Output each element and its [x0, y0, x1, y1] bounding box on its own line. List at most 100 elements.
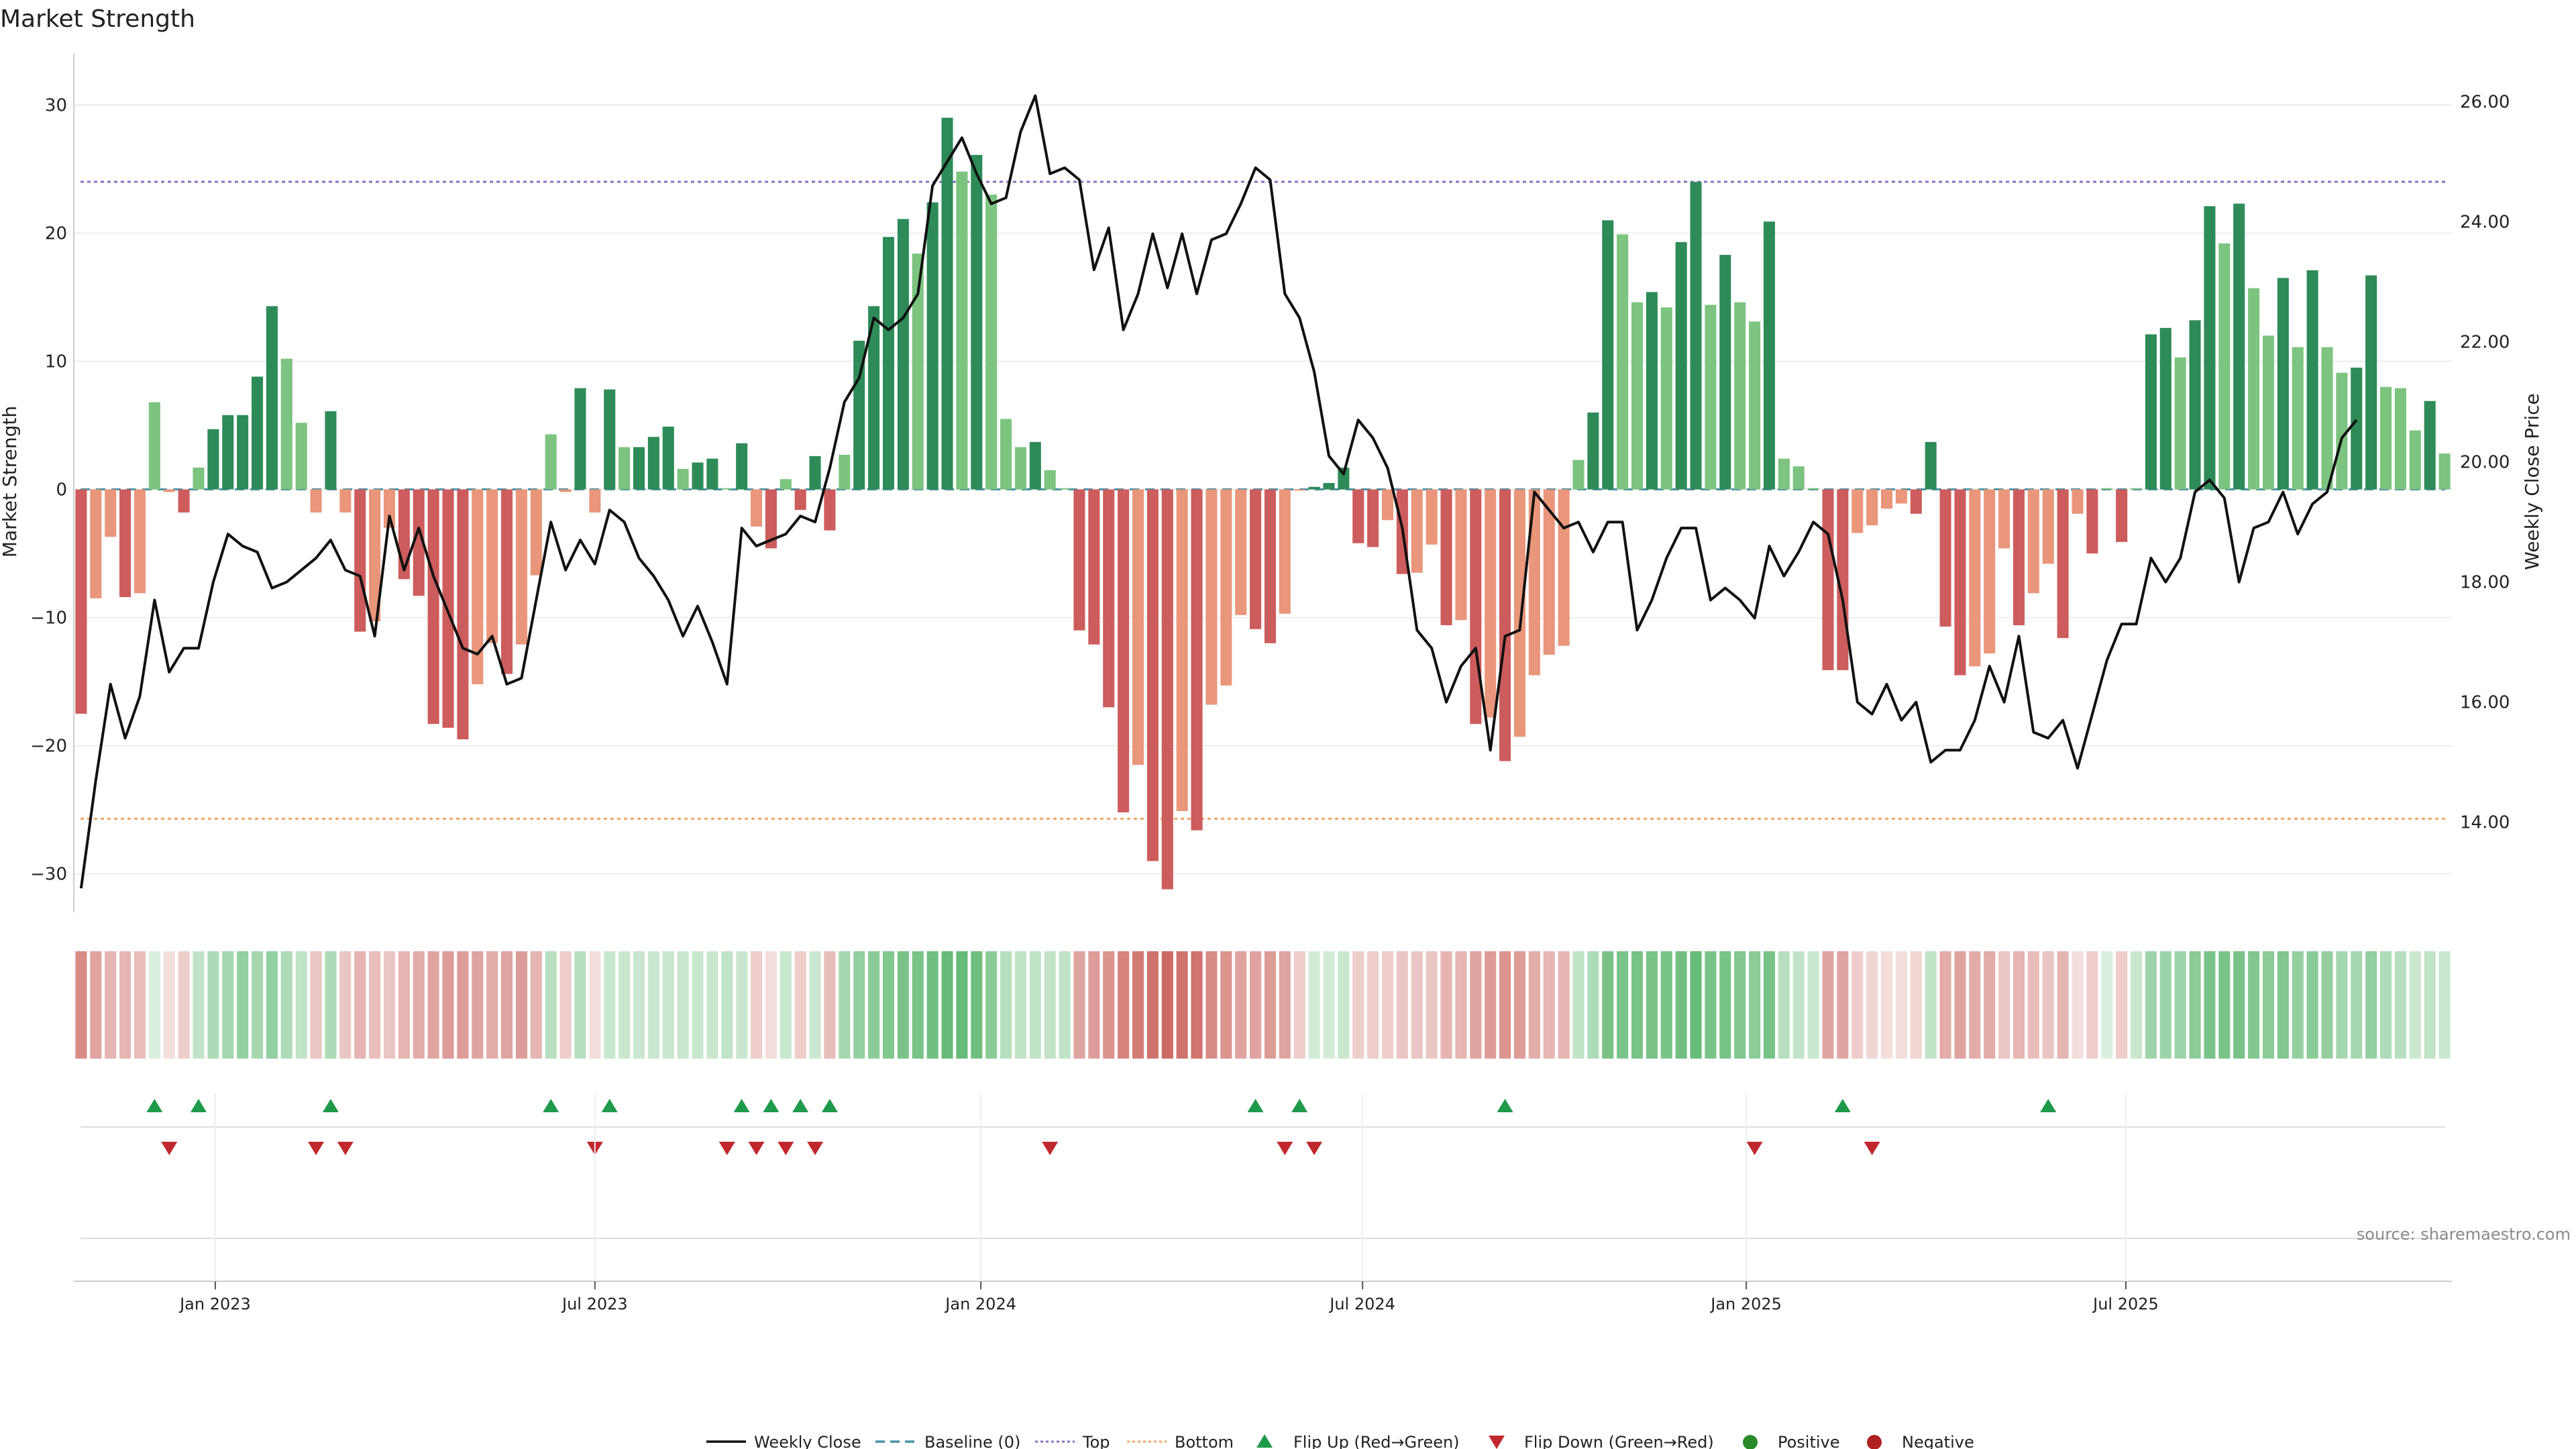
heat-cell: [736, 951, 748, 1059]
strength-bar: [1807, 488, 1819, 490]
strength-bar: [1998, 489, 2010, 549]
x-tick-label: Jan 2023: [178, 1295, 251, 1313]
heat-cell: [1485, 951, 1497, 1059]
strength-bar: [839, 454, 851, 490]
strength-bar: [501, 489, 513, 674]
strength-bar: [824, 489, 836, 531]
heat-cell: [2057, 951, 2069, 1059]
heat-cell: [1499, 951, 1511, 1059]
strength-bar: [559, 489, 572, 492]
heat-cell: [1235, 951, 1247, 1059]
heat-cell: [2365, 951, 2377, 1059]
heat-cell: [398, 951, 410, 1059]
heat-cell: [2262, 951, 2275, 1059]
heat-cell: [721, 951, 733, 1059]
heat-cell: [354, 951, 366, 1059]
heat-cell: [2336, 951, 2348, 1059]
strength-bar: [2072, 489, 2084, 514]
heat-cell: [222, 951, 234, 1059]
strength-bar: [1381, 489, 1394, 521]
strength-bar: [515, 489, 527, 645]
heat-cell: [1161, 951, 1173, 1059]
strength-bar: [2248, 288, 2260, 490]
strength-bar: [1880, 489, 1893, 509]
heat-cell: [1338, 951, 1350, 1059]
heat-cell: [1308, 951, 1320, 1059]
y-tick-label: −20: [30, 737, 67, 757]
strength-bar: [1499, 489, 1511, 761]
heat-cell: [1191, 951, 1203, 1059]
strength-bar: [574, 388, 586, 490]
strength-bar: [251, 376, 264, 490]
heat-cell: [2292, 951, 2304, 1059]
heat-cell: [178, 951, 190, 1059]
strength-bar: [530, 489, 542, 576]
y-tick-label: 0: [56, 480, 67, 500]
heat-cell: [1895, 951, 1907, 1059]
weekly-close-series: [79, 94, 2358, 889]
heat-cell: [1411, 951, 1423, 1059]
flip-up-marker: [1497, 1099, 1513, 1112]
strength-bar: [1029, 441, 1041, 490]
strength-bar: [325, 411, 337, 490]
heat-cell: [1059, 951, 1071, 1059]
strength-bar: [1059, 488, 1071, 490]
flip-up-marker: [1247, 1099, 1264, 1112]
y2-tick-label: 26.00: [2460, 93, 2510, 113]
heat-cell: [383, 951, 396, 1059]
strength-bar: [383, 489, 396, 528]
heat-cell: [1440, 951, 1452, 1059]
heat-cell: [472, 951, 484, 1059]
heat-cell: [1000, 951, 1012, 1059]
strength-bar: [1088, 489, 1100, 645]
flip-down-marker: [308, 1142, 325, 1155]
heat-cell: [794, 951, 806, 1059]
heat-cell: [2159, 951, 2171, 1059]
y2-tick-label: 22.00: [2460, 333, 2510, 353]
heat-cell: [369, 951, 381, 1059]
heat-cell: [163, 951, 175, 1059]
strength-bar: [1308, 486, 1320, 490]
heat-cell: [1587, 951, 1599, 1059]
flip-markers: [80, 1099, 2445, 1239]
strength-bar: [751, 489, 763, 527]
strength-bar: [178, 489, 190, 513]
heat-cell: [2379, 951, 2392, 1059]
heat-cell: [2027, 951, 2039, 1059]
strength-heatmap-strip: [75, 951, 2451, 1059]
heat-cell: [2189, 951, 2201, 1059]
strength-bar: [2351, 368, 2363, 490]
heat-cell: [1690, 951, 1702, 1059]
strength-bar: [941, 117, 953, 490]
heat-cell: [2130, 951, 2143, 1059]
heat-cell: [1837, 951, 1849, 1059]
strength-bar: [310, 489, 322, 513]
strength-bar: [647, 437, 659, 490]
heat-cell: [251, 951, 264, 1059]
heat-cell: [1910, 951, 1922, 1059]
strength-bar: [2336, 372, 2348, 490]
strength-bar: [604, 389, 616, 490]
strength-bar: [809, 455, 821, 490]
heat-cell: [619, 951, 631, 1059]
strength-bar: [2424, 400, 2436, 490]
strength-bar: [457, 489, 469, 740]
heat-cell: [105, 951, 117, 1059]
strength-bar: [1323, 483, 1335, 490]
flip-up-marker: [733, 1099, 750, 1112]
strength-bar: [1470, 489, 1482, 724]
strength-bar: [1617, 234, 1629, 490]
strength-bars: [75, 117, 2451, 890]
y-tick-label: 20: [45, 223, 67, 244]
y2-tick-label: 24.00: [2460, 213, 2510, 233]
strength-bar: [2292, 347, 2304, 490]
heat-cell: [1631, 951, 1644, 1059]
strength-bar: [280, 358, 292, 490]
heat-cell: [1778, 951, 1790, 1059]
strength-bar: [1250, 489, 1262, 629]
strength-bar: [794, 489, 806, 511]
heat-cell: [1866, 951, 1878, 1059]
heat-cell: [530, 951, 542, 1059]
strength-bar: [1792, 466, 1805, 490]
